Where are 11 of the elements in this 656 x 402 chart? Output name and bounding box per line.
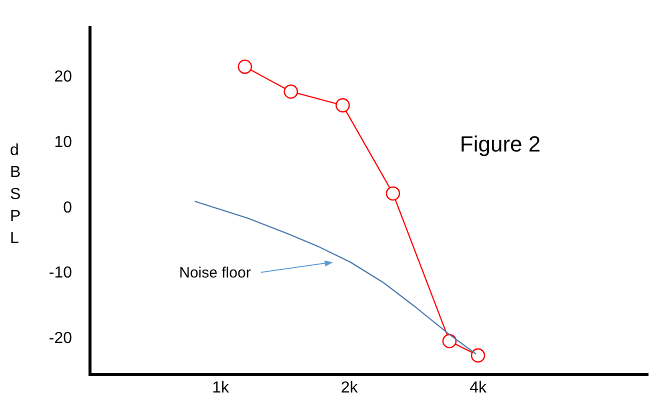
x-tick-label: 1k — [212, 379, 230, 396]
y-tick-label: -20 — [48, 330, 72, 347]
y-axis-title: dB SPL — [10, 141, 21, 249]
y-tick-label: 10 — [54, 134, 72, 151]
y-tick-label: -10 — [48, 264, 72, 282]
annotation: Noise floor — [179, 264, 251, 282]
y-tick-label: 20 — [54, 68, 72, 86]
x-tick-label: 2k — [340, 379, 359, 396]
text: Figure 2 — [460, 132, 541, 157]
x-tick-label: 4k — [470, 379, 488, 396]
y-tick-label: 0 — [63, 199, 72, 216]
